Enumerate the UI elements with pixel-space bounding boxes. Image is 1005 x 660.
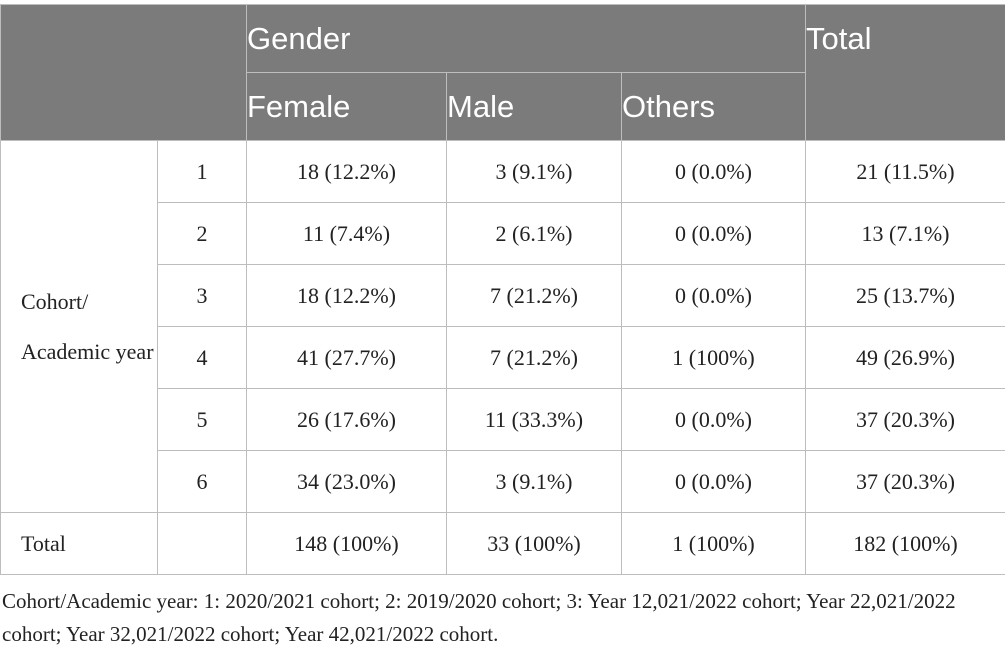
total-cell: 25 (13.7%): [805, 264, 1005, 327]
others-cell: 0 (0.0%): [620, 140, 807, 203]
total-row-empty-cell: [157, 512, 247, 575]
male-total-cell: 33 (100%): [446, 512, 622, 575]
cohort-year-cell: 6: [157, 450, 247, 513]
male-cell: 3 (9.1%): [446, 450, 622, 513]
header-corner-cell: [0, 4, 247, 141]
others-cell: 1 (100%): [620, 326, 807, 389]
table-row: 6 34 (23.0%) 3 (9.1%) 0 (0.0%) 37 (20.3%…: [1, 450, 1005, 513]
table-row: 5 26 (17.6%) 11 (33.3%) 0 (0.0%) 37 (20.…: [1, 388, 1005, 451]
total-cell: 49 (26.9%): [805, 326, 1005, 389]
total-cell: 37 (20.3%): [805, 388, 1005, 451]
total-cell: 21 (11.5%): [805, 140, 1005, 203]
table-row: 3 18 (12.2%) 7 (21.2%) 0 (0.0%) 25 (13.7…: [1, 264, 1005, 327]
male-cell: 7 (21.2%): [446, 264, 622, 327]
female-cell: 18 (12.2%): [246, 264, 447, 327]
table-row: 2 11 (7.4%) 2 (6.1%) 0 (0.0%) 13 (7.1%): [1, 202, 1005, 265]
female-total-cell: 148 (100%): [246, 512, 447, 575]
others-cell: 0 (0.0%): [620, 264, 807, 327]
cohort-year-cell: 3: [157, 264, 247, 327]
header-male: Male: [446, 72, 622, 141]
header-female: Female: [246, 72, 447, 141]
total-cell: 37 (20.3%): [805, 450, 1005, 513]
total-row-label: Total: [0, 512, 158, 575]
total-cell: 13 (7.1%): [805, 202, 1005, 265]
table-footnote: Cohort/Academic year: 1: 2020/2021 cohor…: [2, 589, 956, 646]
male-cell: 2 (6.1%): [446, 202, 622, 265]
others-cell: 0 (0.0%): [620, 388, 807, 451]
cohort-year-cell: 2: [157, 202, 247, 265]
row-group-label: Cohort/ Academic year: [0, 140, 158, 513]
female-cell: 18 (12.2%): [246, 140, 447, 203]
others-total-cell: 1 (100%): [620, 512, 807, 575]
grand-total-cell: 182 (100%): [805, 512, 1005, 575]
female-cell: 26 (17.6%): [246, 388, 447, 451]
cohort-year-cell: 1: [157, 140, 247, 203]
female-cell: 11 (7.4%): [246, 202, 447, 265]
male-cell: 7 (21.2%): [446, 326, 622, 389]
cohort-gender-table: Gender Total Female Male Others Cohort/ …: [0, 4, 1005, 575]
header-gender: Gender: [245, 4, 807, 73]
table-row: 4 41 (27.7%) 7 (21.2%) 1 (100%) 49 (26.9…: [1, 326, 1005, 389]
cohort-year-cell: 4: [157, 326, 247, 389]
table-row: Cohort/ Academic year 1 18 (12.2%) 3 (9.…: [0, 140, 1005, 513]
header-others: Others: [620, 72, 807, 141]
others-cell: 0 (0.0%): [620, 202, 807, 265]
table-total-row: Total 148 (100%) 33 (100%) 1 (100%) 182 …: [0, 512, 1005, 575]
female-cell: 34 (23.0%): [246, 450, 447, 513]
female-cell: 41 (27.7%): [246, 326, 447, 389]
header-total: Total: [805, 4, 1005, 141]
male-cell: 3 (9.1%): [446, 140, 622, 203]
others-cell: 0 (0.0%): [620, 450, 807, 513]
male-cell: 11 (33.3%): [446, 388, 622, 451]
cohort-year-cell: 5: [157, 388, 247, 451]
